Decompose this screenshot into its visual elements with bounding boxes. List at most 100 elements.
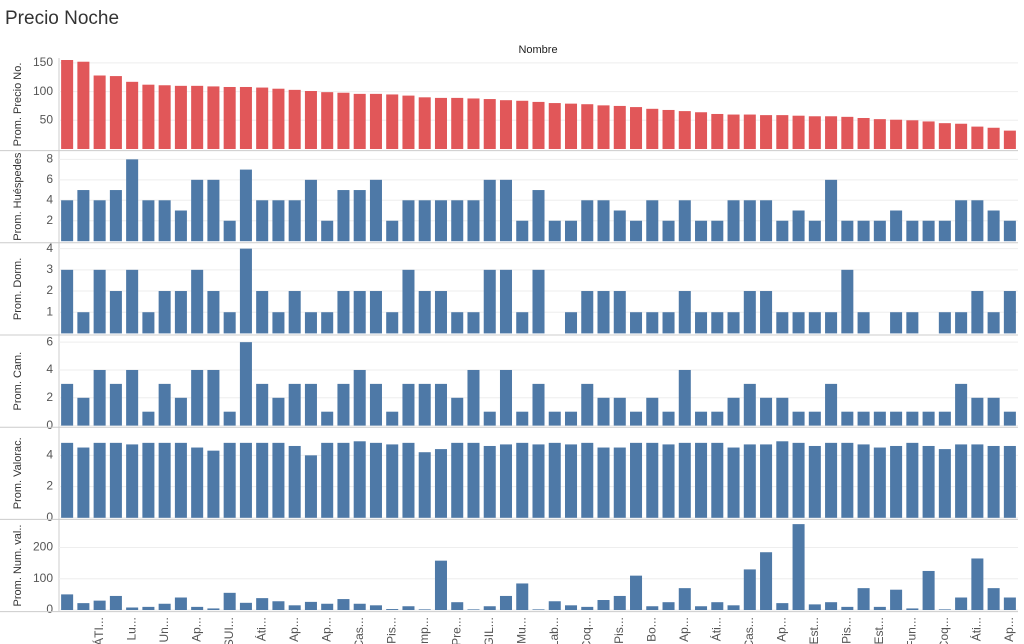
x-tick-label: Áti... bbox=[969, 617, 984, 641]
bar bbox=[256, 291, 269, 334]
bar bbox=[483, 269, 496, 334]
bar bbox=[971, 444, 984, 518]
bar bbox=[142, 84, 155, 149]
bar bbox=[743, 444, 756, 518]
bar bbox=[353, 93, 366, 149]
bar bbox=[77, 190, 90, 242]
bar bbox=[434, 560, 447, 610]
bar bbox=[223, 220, 236, 242]
bar bbox=[321, 312, 334, 334]
bar bbox=[760, 291, 773, 334]
bar bbox=[955, 383, 968, 426]
bar bbox=[955, 123, 968, 149]
y-tick-label: 4 bbox=[46, 362, 53, 376]
bar bbox=[109, 442, 122, 518]
y-tick-label: 1 bbox=[46, 304, 53, 318]
bar bbox=[93, 600, 106, 610]
bar bbox=[223, 442, 236, 518]
bar bbox=[873, 411, 886, 426]
bar bbox=[548, 220, 561, 242]
bar bbox=[207, 608, 220, 610]
bar bbox=[77, 312, 90, 334]
bar bbox=[142, 411, 155, 426]
y-tick-label: 0 bbox=[46, 602, 53, 616]
bar bbox=[581, 606, 594, 610]
bar bbox=[467, 442, 480, 518]
x-tick-label: Est... bbox=[872, 617, 886, 644]
bar bbox=[402, 442, 415, 518]
bar bbox=[256, 442, 269, 518]
bar bbox=[890, 411, 903, 426]
x-tick-label: Cas... bbox=[352, 617, 366, 644]
bar bbox=[418, 452, 431, 518]
bar bbox=[630, 312, 643, 334]
bar bbox=[873, 447, 886, 518]
x-tick-label: Ap... bbox=[319, 617, 333, 642]
bar bbox=[109, 190, 122, 242]
bar bbox=[922, 445, 935, 518]
bar bbox=[272, 442, 285, 518]
bar bbox=[158, 200, 171, 242]
y-axis-title: Prom. Cam. bbox=[12, 352, 24, 411]
bar bbox=[938, 220, 951, 242]
x-tick-label: Ap... bbox=[677, 617, 691, 642]
bar bbox=[158, 383, 171, 426]
x-tick-label: GIL... bbox=[482, 617, 496, 644]
bar bbox=[483, 445, 496, 518]
y-tick-label: 0 bbox=[46, 418, 53, 432]
bar bbox=[77, 447, 90, 518]
bar bbox=[499, 369, 513, 426]
bar bbox=[353, 291, 366, 334]
bar bbox=[256, 383, 269, 426]
bar bbox=[971, 291, 984, 334]
bar bbox=[922, 121, 935, 149]
bar bbox=[174, 597, 187, 610]
bar bbox=[987, 127, 1000, 149]
bar bbox=[597, 447, 610, 518]
bar bbox=[597, 397, 610, 426]
bar bbox=[776, 220, 789, 242]
bar bbox=[890, 210, 903, 242]
bar bbox=[272, 88, 285, 149]
bar bbox=[841, 442, 854, 518]
bar bbox=[223, 86, 236, 149]
y-tick-label: 0 bbox=[46, 510, 53, 524]
bar bbox=[158, 85, 171, 149]
bar bbox=[1003, 130, 1016, 149]
x-tick-label: Coq... bbox=[579, 617, 593, 644]
bar bbox=[109, 383, 122, 426]
bar bbox=[808, 411, 821, 426]
bar bbox=[776, 312, 789, 334]
bar bbox=[841, 116, 854, 149]
x-tick-label: Pis... bbox=[384, 617, 398, 644]
bar bbox=[223, 592, 236, 610]
y-axis-title: Prom. Valorac. bbox=[12, 437, 24, 509]
bar bbox=[532, 190, 545, 242]
bar bbox=[321, 92, 334, 149]
bar bbox=[77, 61, 90, 149]
bar bbox=[662, 109, 675, 149]
bar bbox=[548, 411, 561, 426]
bar bbox=[564, 605, 578, 610]
bar bbox=[727, 447, 740, 518]
bar bbox=[434, 383, 447, 426]
bar bbox=[792, 312, 805, 334]
bar bbox=[808, 312, 821, 334]
bar bbox=[597, 200, 610, 242]
bar bbox=[386, 94, 399, 149]
bar bbox=[304, 312, 317, 334]
bar bbox=[223, 312, 236, 334]
bar bbox=[1003, 597, 1016, 610]
bar bbox=[434, 449, 447, 518]
bar bbox=[93, 442, 106, 518]
y-tick-label: 200 bbox=[33, 540, 53, 554]
bar bbox=[434, 291, 447, 334]
bar bbox=[662, 411, 675, 426]
bar bbox=[938, 609, 951, 610]
bar bbox=[483, 179, 496, 242]
bar bbox=[126, 369, 139, 426]
bar bbox=[581, 200, 594, 242]
bar bbox=[597, 600, 610, 610]
bar bbox=[353, 441, 366, 518]
